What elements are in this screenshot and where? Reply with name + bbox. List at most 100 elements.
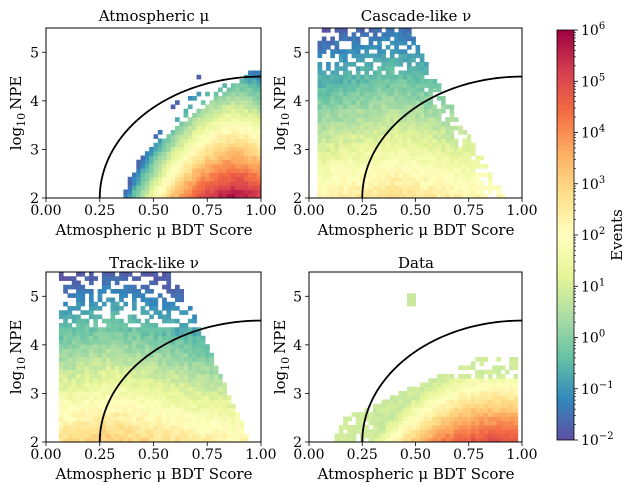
- heatmap-cell: [449, 134, 455, 139]
- heatmap-cell: [398, 138, 404, 144]
- heatmap-cell: [372, 164, 378, 169]
- heatmap-cell: [381, 164, 387, 169]
- heatmap-cell: [200, 395, 206, 400]
- heatmap-cell: [153, 361, 159, 366]
- heatmap-cell: [424, 172, 429, 178]
- heatmap-cell: [441, 193, 446, 199]
- heatmap-cell: [196, 340, 202, 345]
- heatmap-cell: [166, 357, 172, 362]
- heatmap-cell: [334, 130, 340, 135]
- heatmap-cell: [326, 83, 331, 88]
- heatmap-cell: [317, 79, 323, 84]
- heatmap-cell: [334, 176, 340, 182]
- heatmap-cell: [226, 416, 232, 422]
- heatmap-cell: [76, 314, 81, 320]
- heatmap-cell: [97, 369, 103, 375]
- heatmap-cell: [479, 189, 485, 195]
- heatmap-cell: [153, 301, 159, 307]
- heatmap-cell: [162, 168, 167, 173]
- heatmap-cell: [114, 420, 120, 426]
- heatmap-cell: [330, 36, 335, 42]
- heatmap-cell: [80, 429, 86, 434]
- heatmap-cell: [230, 155, 236, 161]
- heatmap-cell: [372, 416, 378, 422]
- heatmap-cell: [183, 391, 189, 396]
- heatmap-cell: [377, 147, 382, 152]
- heatmap-cell: [179, 172, 184, 178]
- heatmap-cell: [132, 306, 137, 311]
- heatmap-cell: [179, 138, 184, 144]
- heatmap-cell: [334, 121, 340, 127]
- heatmap-cell: [411, 176, 416, 182]
- heatmap-cell: [179, 391, 184, 396]
- heatmap-cell: [218, 104, 223, 110]
- heatmap-cell: [355, 412, 361, 417]
- heatmap-cell: [80, 399, 86, 405]
- heatmap-cell: [205, 361, 210, 366]
- heatmap-cell: [360, 164, 365, 169]
- heatmap-cell: [114, 395, 120, 400]
- heatmap-cell: [132, 176, 137, 182]
- heatmap-cell: [119, 416, 124, 422]
- x-tick-label: 0.25: [84, 203, 115, 219]
- y-tick-label: 2: [293, 191, 302, 207]
- heatmap-cell: [170, 369, 176, 375]
- heatmap-cell: [162, 378, 167, 383]
- heatmap-cell: [144, 374, 150, 379]
- heatmap-cell: [321, 176, 327, 182]
- heatmap-cell: [334, 91, 340, 97]
- heatmap-cell: [196, 151, 202, 156]
- heatmap-cell: [432, 429, 438, 434]
- heatmap-cell: [496, 386, 502, 392]
- heatmap-cell: [475, 189, 480, 195]
- heatmap-cell: [175, 437, 180, 443]
- heatmap-cell: [140, 344, 146, 349]
- heatmap-cell: [157, 310, 163, 315]
- heatmap-cell: [355, 96, 361, 101]
- heatmap-cell: [453, 151, 459, 156]
- heatmap-cell: [166, 142, 172, 148]
- heatmap-cell: [406, 87, 412, 93]
- heatmap-cell: [175, 193, 180, 199]
- heatmap-cell: [415, 87, 421, 93]
- heatmap-cell: [338, 429, 344, 434]
- heatmap-cell: [326, 142, 331, 148]
- heatmap-cell: [119, 408, 124, 413]
- heatmap-cell: [458, 395, 463, 400]
- heatmap-cell: [162, 416, 167, 422]
- heatmap-cell: [334, 83, 340, 88]
- heatmap-cell: [402, 159, 408, 165]
- heatmap-cell: [58, 395, 64, 400]
- heatmap-cell: [432, 437, 438, 443]
- heatmap-cell: [453, 142, 459, 148]
- heatmap-cell: [106, 365, 111, 371]
- heatmap-cell: [419, 181, 425, 186]
- heatmap-cell: [475, 437, 480, 443]
- x-tick-label: 1.00: [506, 447, 537, 463]
- heatmap-cell: [93, 365, 98, 371]
- heatmap-cell: [149, 314, 154, 320]
- heatmap-cell: [389, 151, 395, 156]
- heatmap-cell: [355, 57, 361, 63]
- heatmap-cell: [385, 32, 391, 37]
- heatmap-cell: [389, 437, 395, 443]
- heatmap-cell: [326, 125, 331, 131]
- heatmap-cell: [179, 378, 184, 383]
- heatmap-cell: [110, 306, 116, 311]
- heatmap-cell: [428, 134, 433, 139]
- heatmap-cell: [157, 164, 163, 169]
- heatmap-cell: [106, 395, 111, 400]
- heatmap-cell: [385, 168, 391, 173]
- heatmap-cell: [351, 53, 357, 59]
- heatmap-cell: [67, 344, 73, 349]
- colorbar-tick-label: 104: [581, 124, 605, 142]
- heatmap-cell: [192, 429, 197, 434]
- heatmap-cell: [252, 121, 258, 127]
- heatmap-cell: [76, 420, 81, 426]
- heatmap-cell: [330, 53, 335, 59]
- heatmap-cell: [213, 164, 219, 169]
- heatmap-cell: [317, 185, 323, 190]
- heatmap-cell: [381, 49, 387, 54]
- heatmap-cell: [218, 399, 223, 405]
